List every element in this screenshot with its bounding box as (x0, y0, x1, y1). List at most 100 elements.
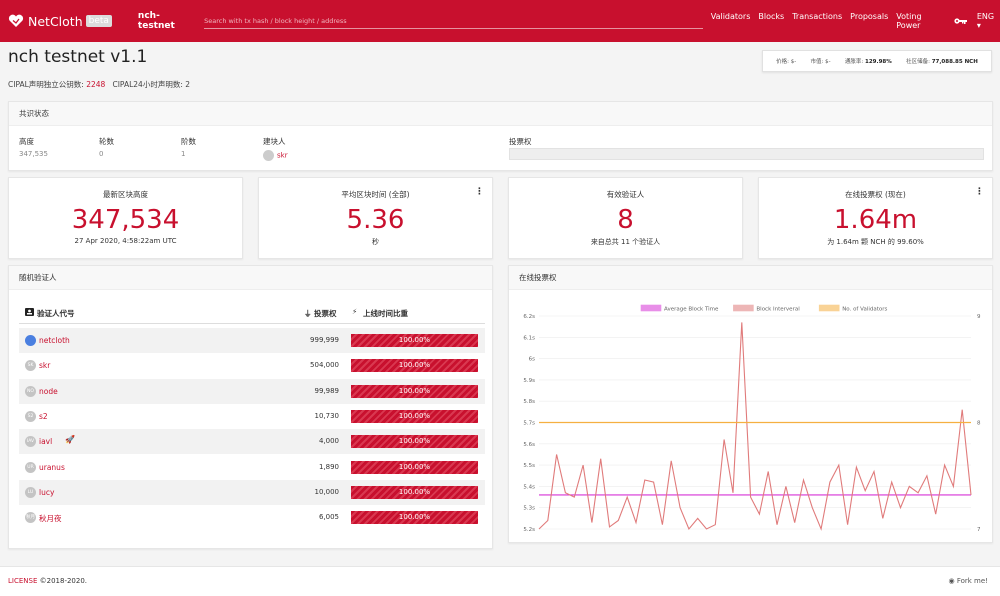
cipal-stats: CIPAL声明独立公钥数: 2248 CIPAL24小时声明数: 2 (8, 79, 190, 90)
online-power-sub: 为 1.64m 颗 NCH 的 99.60% (827, 238, 924, 246)
avatar: 秋月 (25, 512, 36, 524)
y-right-tick-label: 9 (977, 314, 981, 320)
validator-voting-power: 10,730 (314, 411, 340, 420)
footer: LICENSE ©2018-2020. ◉ Fork me! (0, 566, 1000, 596)
validator-name-link[interactable]: uranus (39, 462, 65, 472)
latest-height-card: 最新区块高度 347,534 27 Apr 2020, 4:58:22am UT… (8, 177, 243, 259)
y-left-tick-label: 6.2s (523, 314, 535, 320)
proposer-name: skr (277, 151, 288, 160)
round-label: 轮数 (99, 137, 114, 146)
table-row[interactable]: SK skr 504,000 100.00% (19, 353, 485, 378)
proposer-link[interactable]: skr (263, 150, 288, 161)
block-time-value: 5.36 (346, 205, 405, 235)
online-power-value: 1.64m (833, 205, 918, 235)
legend-swatch (733, 304, 754, 312)
table-row[interactable]: IAV iavl 4,000 100.00% 🚀 (19, 429, 485, 455)
table-row[interactable]: netcloth 999,999 100.00% (19, 328, 485, 353)
beta-badge: beta (85, 15, 112, 27)
col-voting-power: 投票权 (314, 309, 337, 318)
uptime-bar: 100.00% (351, 485, 478, 499)
validators-table-header: 验证人代号 ⏚ 投票权 ⚡ 上线时间比重 (19, 300, 485, 324)
bolt-icon: ⚡ (352, 307, 358, 316)
brand-logo[interactable]: NetCloth beta (8, 14, 112, 29)
network-name[interactable]: nch-testnet (137, 11, 175, 31)
col-validator-name: 验证人代号 (37, 309, 75, 318)
validator-name-link[interactable]: s2 (39, 411, 48, 421)
avatar (25, 335, 36, 346)
block-time-chart: 6.2s 6.1s 6s 5.9s 5.8s 5.7s 5.6s 5.5s 5.4s 5.3s 5.… (523, 304, 981, 533)
table-row[interactable]: LU lucy 10,000 100.00% (19, 479, 485, 505)
nav-blocks[interactable]: Blocks (758, 12, 785, 21)
y-left-tick-label: 5.6s (523, 442, 535, 448)
voting-power-progress (509, 148, 984, 160)
uptime-bar: 100.00% (351, 511, 478, 525)
vp-label: 投票权 (509, 137, 532, 146)
inflation-label: 通胀率: (844, 59, 864, 65)
uptime-bar: 100.00% (351, 435, 478, 449)
y-left-tick-label: 5.7s (523, 421, 535, 427)
avatar: NO (25, 385, 36, 397)
block-time-label: 平均区块时间 (全部) (341, 190, 410, 199)
nav-voting-power[interactable]: Voting Power (896, 12, 922, 30)
nav-transactions[interactable]: Transactions (792, 12, 843, 21)
legend-label: No. of Validators (842, 307, 887, 313)
nav-menu: Validators Blocks Transactions Proposals… (711, 12, 950, 30)
round-cell: 轮数 0 (99, 136, 114, 158)
table-row[interactable]: UR uranus 1,890 100.00% (19, 455, 485, 480)
page-title: nch testnet v1.1 (8, 47, 148, 67)
validator-name-link[interactable]: skr (39, 361, 51, 371)
y-right-tick-label: 8 (977, 421, 981, 427)
copyright: ©2018-2020. (39, 577, 88, 585)
uptime-bar: 100.00% (351, 359, 478, 373)
language-dropdown[interactable]: ENG ▾ (977, 12, 1000, 30)
uptime-bar: 100.00% (351, 409, 478, 423)
validator-name-link[interactable]: 秋月夜 (39, 514, 62, 524)
validator-name-link[interactable]: iavl (39, 437, 53, 447)
pool-value: 77,088.85 NCH (931, 59, 978, 65)
more-options-icon[interactable]: ⋮ (975, 187, 984, 197)
fork-me-link[interactable]: ◉ Fork me! (949, 577, 989, 585)
legend-swatch (640, 304, 662, 312)
fork-me-label: Fork me! (956, 577, 988, 585)
table-row[interactable]: NO node 99,989 100.00% (19, 378, 485, 404)
table-row[interactable]: S2 s2 10,730 100.00% (19, 404, 485, 429)
more-options-icon[interactable]: ⋮ (475, 187, 484, 197)
legend-swatch (818, 304, 840, 312)
col-uptime: 上线时间比重 (363, 309, 408, 318)
search-input[interactable]: Search with tx hash / block height / add… (204, 14, 703, 29)
validator-voting-power: 999,999 (310, 336, 339, 344)
height-cell: 高度 347,535 (19, 136, 48, 158)
random-validators-card: 随机验证人 验证人代号 ⏚ 投票权 ⚡ 上线时间比重 netcloth 999,9… (8, 265, 493, 549)
validator-voting-power: 4,000 (318, 437, 339, 446)
avatar: S2 (25, 410, 36, 422)
y-left-tick-label: 5.8s (523, 399, 535, 405)
legend-label: Block Interveral (756, 307, 800, 313)
y-left-tick-label: 6.1s (523, 335, 535, 341)
step-label: 阶数 (181, 137, 196, 146)
brand-name: NetCloth (28, 13, 83, 29)
validator-voting-power: 504,000 (310, 361, 339, 370)
price: 价格: $- (776, 59, 797, 65)
license-link[interactable]: LICENSE (8, 577, 38, 585)
validator-name-link[interactable]: netcloth (39, 336, 70, 345)
community-pool: 社区储备: 77,088.85 NCH (906, 57, 978, 65)
chart-panel-header: 在线投票权 (509, 266, 992, 290)
avatar: IAV (25, 436, 36, 448)
y-left-tick-label: 6s (529, 357, 535, 363)
nav-validators[interactable]: Validators (710, 12, 751, 21)
cipal-keys-value: 2248 (86, 80, 106, 89)
key-icon[interactable] (954, 17, 967, 25)
inflation: 通胀率: 129.98% (845, 57, 892, 65)
validator-voting-power: 6,005 (318, 513, 339, 522)
validator-name-link[interactable]: lucy (39, 487, 55, 497)
validator-name-link[interactable]: node (39, 386, 58, 396)
avatar (263, 150, 274, 161)
round-value: 0 (99, 150, 104, 158)
id-card-icon (25, 308, 34, 318)
table-row[interactable]: 秋月 秋月夜 6,005 100.00% (19, 505, 485, 530)
nav-proposals[interactable]: Proposals (850, 12, 889, 21)
inflation-value: 129.98% (865, 59, 892, 65)
language-label: ENG (976, 12, 995, 21)
block-time-unit: 秒 (372, 238, 379, 246)
github-icon: ◉ (948, 577, 955, 585)
